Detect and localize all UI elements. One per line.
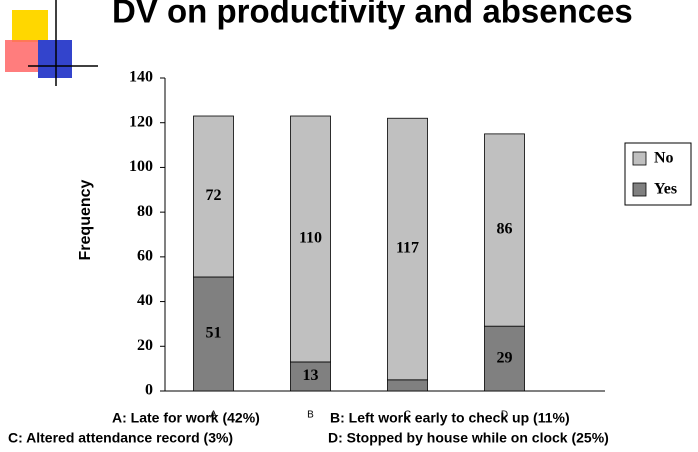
- caption: C: Altered attendance record (3%): [8, 430, 233, 446]
- data-label: 13: [303, 367, 319, 384]
- y-tick-label: 80: [137, 203, 153, 220]
- y-tick-label: 120: [129, 113, 153, 130]
- data-label: 51: [206, 325, 222, 342]
- y-tick-label: 60: [137, 248, 153, 265]
- legend-swatch: [632, 182, 647, 197]
- bar-segment: [484, 325, 525, 392]
- data-label: 86: [497, 221, 513, 238]
- y-tick-label: 140: [129, 69, 153, 86]
- y-tick-label: 20: [137, 337, 153, 354]
- legend-label: No: [654, 150, 674, 167]
- caption: D: Stopped by house while on clock (25%): [328, 430, 609, 446]
- bar-segment: [193, 115, 234, 278]
- y-tick-label: 0: [145, 382, 153, 399]
- caption: A: Late for work (42%): [112, 410, 260, 426]
- bar-segment: [193, 276, 234, 392]
- bar-segment: [387, 379, 428, 392]
- x-tick-label: C: [404, 410, 411, 421]
- legend-swatch: [632, 151, 647, 166]
- data-label: 110: [299, 230, 322, 247]
- bar-segment: [290, 115, 331, 363]
- data-label: 29: [497, 349, 513, 366]
- data-label: 72: [206, 187, 222, 204]
- y-axis-label: Frequency: [77, 179, 94, 260]
- bar-segment: [484, 133, 525, 327]
- data-label: 117: [396, 240, 419, 257]
- bar-segment: [387, 117, 428, 381]
- x-tick-label: A: [210, 410, 217, 421]
- decoration: [5, 0, 98, 86]
- bar-segment: [290, 361, 331, 392]
- x-tick-label: B: [307, 410, 314, 421]
- caption: B: Left work early to check up (11%): [330, 410, 570, 426]
- x-tick-label: D: [501, 410, 508, 421]
- legend-label: Yes: [654, 181, 677, 198]
- y-tick-label: 40: [137, 292, 153, 309]
- y-tick-label: 100: [129, 158, 153, 175]
- chart-title: DV on productivity and absences: [112, 0, 633, 30]
